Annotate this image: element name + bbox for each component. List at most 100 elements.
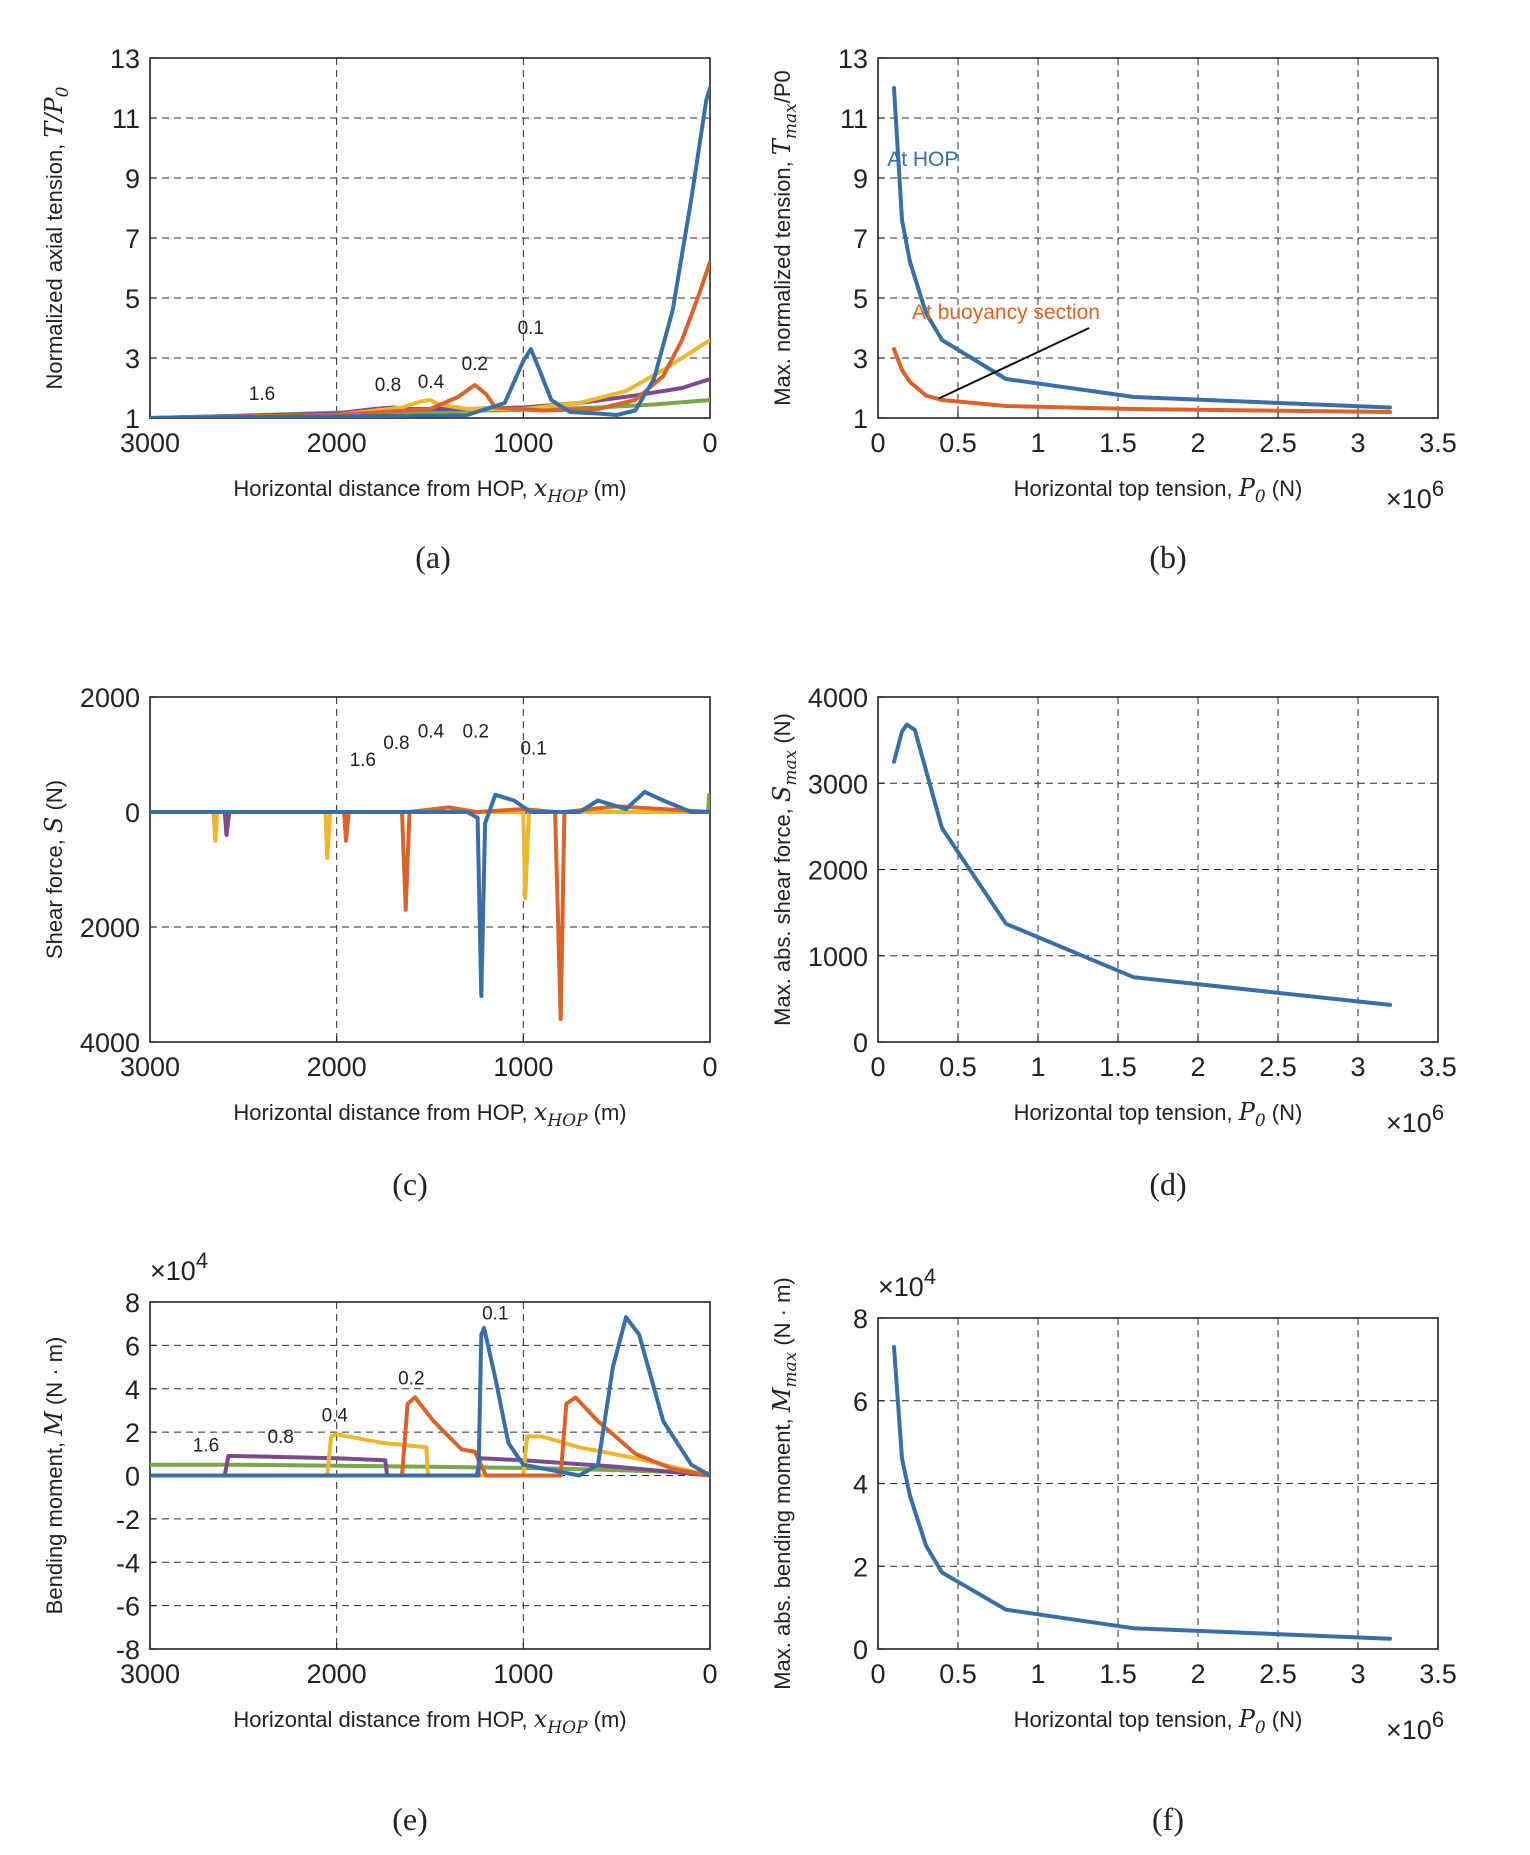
x-tick-label: 0.5 bbox=[939, 428, 977, 458]
series-line-At buoyancy section bbox=[892, 347, 1392, 414]
y-tick-label: 13 bbox=[838, 44, 868, 74]
series-group bbox=[150, 789, 710, 1021]
chart-d: 0 0.5 1 1.5 2 2.5 3 3.5 0 1000 2000 3000 4000 Horizon… bbox=[768, 683, 1457, 1138]
annotation-label: 0.8 bbox=[375, 375, 401, 396]
annotation-label: At HOP bbox=[887, 148, 958, 171]
y-axis-label: Shear force, S (N) bbox=[40, 780, 68, 959]
series-line-0.4 bbox=[150, 338, 710, 418]
y-tick-label: 4 bbox=[125, 1375, 140, 1405]
y-tick-label: 2000 bbox=[808, 856, 868, 886]
series-line-0.2 bbox=[150, 260, 710, 418]
x-tick-label: 2000 bbox=[307, 1659, 367, 1689]
annotation-label: 0.4 bbox=[418, 721, 445, 742]
y-tick-label: 8 bbox=[853, 1304, 868, 1334]
x-tick-label: 2000 bbox=[307, 428, 367, 458]
x-tick-label: 0 bbox=[870, 428, 885, 458]
x-tick-label: 2.5 bbox=[1259, 1052, 1297, 1082]
annotation-label: 0.1 bbox=[518, 318, 544, 339]
x-tick-label: 1.5 bbox=[1099, 428, 1137, 458]
series-group bbox=[892, 722, 1392, 1007]
x-tick-label: 3 bbox=[1350, 1659, 1365, 1689]
annotation-label: 1.6 bbox=[193, 1436, 219, 1457]
panel-label-a: (a) bbox=[415, 539, 451, 575]
y-tick-label: 3000 bbox=[808, 769, 868, 799]
y-tick-label: 3 bbox=[125, 344, 140, 374]
y-multiplier: ×104 bbox=[878, 1264, 936, 1302]
series-line-Smax bbox=[892, 722, 1392, 1007]
series-group bbox=[150, 86, 710, 418]
x-tick-label: 1.5 bbox=[1099, 1659, 1137, 1689]
annotation-label: 0.1 bbox=[482, 1303, 508, 1324]
annotation-label: 0.8 bbox=[383, 733, 409, 754]
x-tick-label: 3.5 bbox=[1419, 428, 1457, 458]
x-tick-label: 1.5 bbox=[1099, 1052, 1137, 1082]
y-tick-label: 9 bbox=[853, 164, 868, 194]
y-tick-label: 4000 bbox=[80, 1028, 140, 1058]
y-tick-label: 4 bbox=[853, 1470, 868, 1500]
y-tick-label: 7 bbox=[853, 224, 868, 254]
y-tick-label: 0 bbox=[125, 798, 140, 828]
x-tick-label: 2 bbox=[1190, 428, 1205, 458]
series-group bbox=[150, 1315, 710, 1478]
y-axis-label: Bending moment, M (N · m) bbox=[40, 1337, 68, 1615]
chart-f: 0 0.5 1 1.5 2 2.5 3 3.5 0 2 4 6 8 Horizontal top tens… bbox=[768, 1264, 1457, 1745]
x-tick-label: 0.5 bbox=[939, 1659, 977, 1689]
x-tick-label: 1 bbox=[1030, 428, 1045, 458]
panel-label-d: (d) bbox=[1149, 1166, 1186, 1202]
x-multiplier: ×106 bbox=[1386, 1100, 1444, 1138]
annotation-label: 1.6 bbox=[249, 384, 275, 405]
x-axis-label: Horizontal top tension, P0 (N) bbox=[1014, 474, 1303, 507]
y-tick-label: 8 bbox=[125, 1288, 140, 1318]
x-tick-label: 3000 bbox=[120, 1659, 180, 1689]
x-tick-label: 1 bbox=[1030, 1659, 1045, 1689]
panel-label-e: (e) bbox=[392, 1801, 428, 1837]
x-tick-label: 3 bbox=[1350, 428, 1365, 458]
series-line-0.2 bbox=[150, 1395, 710, 1478]
series-group bbox=[892, 86, 1392, 414]
chart-e: 3000 2000 1000 0 -8 -6 -4 -2 0 2 4 6 8 Horizontal dis… bbox=[40, 1248, 718, 1738]
axes-frame bbox=[149, 696, 711, 1043]
x-multiplier: ×106 bbox=[1386, 476, 1444, 514]
x-tick-label: 0 bbox=[702, 1052, 717, 1082]
y-tick-label: 2000 bbox=[80, 913, 140, 943]
x-tick-label: 0 bbox=[702, 1659, 717, 1689]
x-axis-label: Horizontal top tension, P0 (N) bbox=[1014, 1098, 1303, 1131]
y-tick-label: 11 bbox=[112, 104, 140, 134]
y-tick-label: 5 bbox=[125, 284, 140, 314]
y-axis-label: Max. normalized tension, Tmax/P0 bbox=[768, 70, 801, 406]
y-tick-label: 9 bbox=[125, 164, 140, 194]
y-axis-label: Max. abs. bending moment, Mmax (N · m) bbox=[768, 1277, 801, 1690]
x-tick-label: 1000 bbox=[493, 428, 553, 458]
x-tick-label: 0 bbox=[870, 1052, 885, 1082]
y-tick-label: -6 bbox=[116, 1592, 140, 1622]
series-line-Mmax bbox=[892, 1345, 1392, 1641]
x-tick-label: 3 bbox=[1350, 1052, 1365, 1082]
x-tick-label: 1000 bbox=[493, 1052, 553, 1082]
y-tick-label: 13 bbox=[110, 44, 140, 74]
series-line-1.6 bbox=[150, 1462, 710, 1476]
series-line-0.1 bbox=[150, 86, 710, 418]
series-line-0.1 bbox=[150, 1315, 710, 1478]
x-tick-label: 2.5 bbox=[1259, 1659, 1297, 1689]
leader-line bbox=[938, 327, 1090, 400]
series-line-0.2 bbox=[150, 804, 710, 1021]
annotation-label: 0.2 bbox=[463, 721, 489, 742]
y-tick-label: -4 bbox=[116, 1548, 140, 1578]
y-tick-label: 4000 bbox=[808, 683, 868, 713]
x-tick-label: 0 bbox=[702, 428, 717, 458]
annotation-label: 0.1 bbox=[520, 739, 546, 760]
annotation-label: 0.2 bbox=[398, 1368, 424, 1389]
x-tick-label: 3000 bbox=[120, 428, 180, 458]
x-tick-label: 3.5 bbox=[1419, 1052, 1457, 1082]
y-multiplier: ×104 bbox=[150, 1248, 208, 1286]
x-tick-label: 1000 bbox=[493, 1659, 553, 1689]
series-group bbox=[892, 1345, 1392, 1641]
panel-label-b: (b) bbox=[1149, 539, 1186, 575]
y-tick-label: 2 bbox=[853, 1552, 868, 1582]
annotation-label: 0.4 bbox=[418, 372, 445, 393]
y-axis-label: Normalized axial tension, T/P0 bbox=[40, 86, 73, 389]
panel-label-f: (f) bbox=[1152, 1801, 1184, 1837]
